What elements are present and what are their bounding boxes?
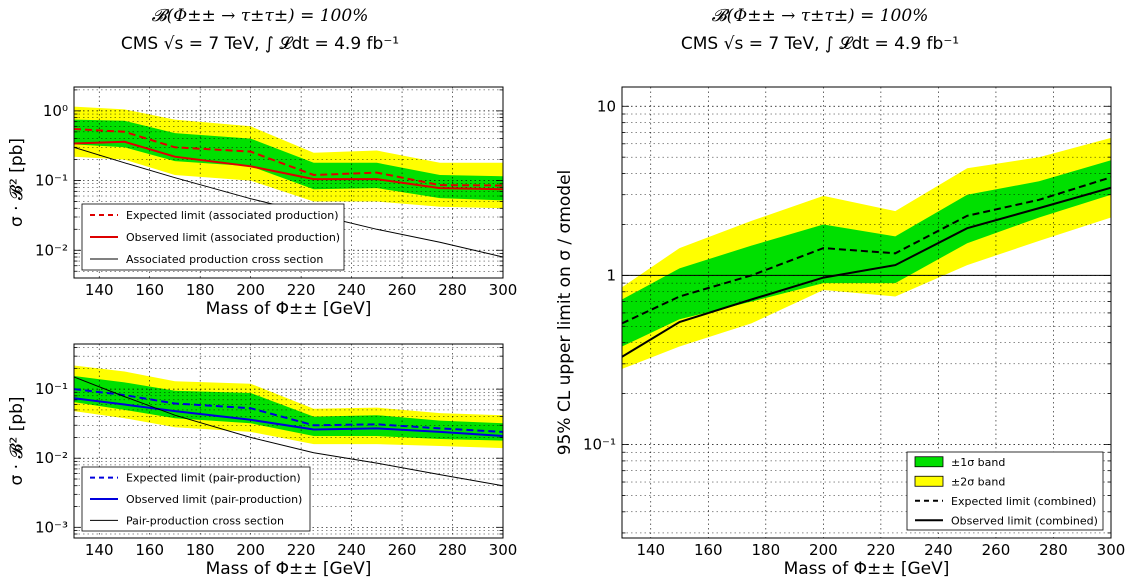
plot-1: 140 160 180 200 220 240 260 280 300 10⁻¹ 10⁻² 10⁻³ M… xyxy=(7,343,518,579)
x-tick-label: 300 xyxy=(1097,541,1126,559)
right-title-line1: 𝓑(Φ±± → τ±τ±) = 100% xyxy=(711,6,929,26)
band-1sigma xyxy=(622,160,1111,347)
x-tick-label: 260 xyxy=(388,281,417,299)
x-tick-label: 220 xyxy=(867,541,896,559)
x-axis-label: Mass of Φ±± [GeV] xyxy=(784,559,950,579)
x-tick-label: 200 xyxy=(236,281,265,299)
x-tick-label: 280 xyxy=(438,541,467,559)
y-tick-label: 1 xyxy=(606,266,616,284)
legend: Expected limit (associated production) Ob… xyxy=(81,203,345,271)
series-line-0 xyxy=(622,176,1111,325)
legend-label: ±2σ band xyxy=(951,475,1005,488)
y-tick-label: 10⁻¹ xyxy=(35,380,68,398)
x-tick-label: 200 xyxy=(236,541,265,559)
x-tick-label: 240 xyxy=(337,541,366,559)
legend-label: ±1σ band xyxy=(951,456,1005,469)
legend-label: Associated production cross section xyxy=(126,253,323,266)
band-1sigma xyxy=(74,119,503,201)
legend-label: Expected limit (combined) xyxy=(951,495,1096,508)
x-tick-label: 240 xyxy=(924,541,953,559)
legend-label: Observed limit (pair-production) xyxy=(126,493,302,506)
left-title-line2: CMS √s = 7 TeV, ∫ 𝓛dt = 4.9 fb⁻¹ xyxy=(120,34,400,54)
plot-2: 140 160 180 200 220 240 260 280 300 10 1 10⁻¹ Mass o… xyxy=(555,86,1126,579)
series-line-2 xyxy=(74,376,503,487)
legend: ±1σ band ±2σ band Expected limit (combined… xyxy=(906,451,1104,531)
series-line-1 xyxy=(74,140,503,191)
plot-0: 140 160 180 200 220 240 260 280 300 10⁰ 10⁻¹ 10⁻² Ma… xyxy=(7,86,518,319)
legend: Expected limit (pair-production) Observed… xyxy=(81,466,311,532)
y-tick-label: 10⁻³ xyxy=(35,518,68,536)
x-tick-label: 300 xyxy=(489,541,518,559)
y-tick-label: 10⁰ xyxy=(43,102,68,120)
legend-label: Expected limit (pair-production) xyxy=(126,472,301,485)
x-tick-label: 220 xyxy=(287,541,316,559)
legend-label: Expected limit (associated production) xyxy=(126,209,339,222)
x-tick-label: 160 xyxy=(694,541,723,559)
x-tick-label: 180 xyxy=(186,281,215,299)
plot-frame xyxy=(621,86,1112,539)
x-tick-label: 140 xyxy=(85,541,114,559)
x-tick-label: 260 xyxy=(982,541,1011,559)
x-axis-label: Mass of Φ±± [GeV] xyxy=(206,559,372,579)
x-tick-label: 180 xyxy=(752,541,781,559)
legend-swatch xyxy=(914,456,944,468)
x-tick-label: 160 xyxy=(135,541,164,559)
series-line-1 xyxy=(74,397,503,437)
y-axis-label: σ · 𝓑² [pb] xyxy=(7,396,27,485)
x-tick-label: 240 xyxy=(337,281,366,299)
plot-frame xyxy=(73,86,504,279)
legend-swatch xyxy=(914,475,944,487)
legend-label: Observed limit (combined) xyxy=(951,514,1098,527)
x-tick-label: 220 xyxy=(287,281,316,299)
x-tick-label: 280 xyxy=(438,281,467,299)
y-axis-label: 95% CL upper limit on σ / σmodel xyxy=(555,170,575,456)
x-tick-label: 200 xyxy=(809,541,838,559)
x-tick-label: 300 xyxy=(489,281,518,299)
x-tick-label: 260 xyxy=(388,541,417,559)
y-tick-label: 10⁻² xyxy=(35,449,68,467)
x-tick-label: 180 xyxy=(186,541,215,559)
series-line-1 xyxy=(622,186,1111,358)
series-line-0 xyxy=(74,128,503,187)
y-tick-label: 10⁻¹ xyxy=(583,436,616,454)
x-axis-label: Mass of Φ±± [GeV] xyxy=(206,299,372,319)
plot-frame xyxy=(73,343,504,539)
y-axis-label: σ · 𝓑² [pb] xyxy=(7,138,27,227)
y-tick-label: 10 xyxy=(597,97,616,115)
x-tick-label: 140 xyxy=(85,281,114,299)
x-tick-label: 160 xyxy=(135,281,164,299)
y-tick-label: 10⁻² xyxy=(35,241,68,259)
band-1sigma xyxy=(74,376,503,441)
right-title-line2: CMS √s = 7 TeV, ∫ 𝓛dt = 4.9 fb⁻¹ xyxy=(680,34,960,54)
legend-label: Pair-production cross section xyxy=(126,514,284,527)
x-tick-label: 280 xyxy=(1039,541,1068,559)
legend-label: Observed limit (associated production) xyxy=(126,231,340,244)
series-line-0 xyxy=(74,388,503,433)
y-tick-label: 10⁻¹ xyxy=(35,172,68,190)
x-tick-label: 140 xyxy=(636,541,665,559)
left-title-line1: 𝓑(Φ±± → τ±τ±) = 100% xyxy=(151,6,369,26)
